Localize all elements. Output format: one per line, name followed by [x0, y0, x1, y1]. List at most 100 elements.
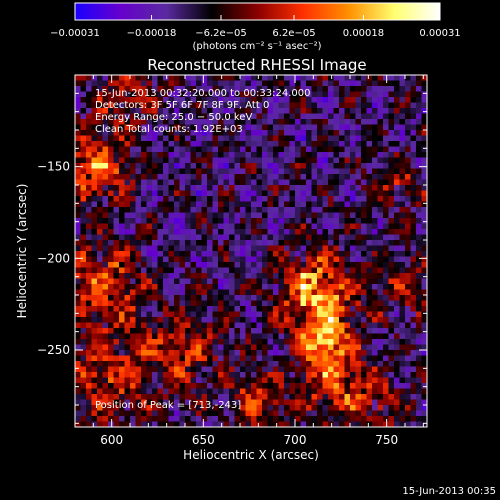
heatmap-cell	[295, 240, 301, 246]
heatmap-cell	[179, 86, 186, 92]
heatmap-cell	[190, 273, 197, 279]
heatmap-cell	[410, 196, 417, 202]
heatmap-cell	[256, 278, 263, 285]
heatmap-cell	[383, 372, 389, 378]
heatmap-cell	[388, 185, 395, 191]
heatmap-cell	[168, 102, 175, 109]
heatmap-cell	[168, 289, 175, 296]
heatmap-cell	[366, 124, 373, 131]
heatmap-cell	[278, 135, 285, 142]
heatmap-cell	[86, 108, 92, 114]
heatmap-cell	[119, 212, 125, 219]
heatmap-cell	[399, 284, 406, 290]
heatmap-cell	[163, 267, 169, 274]
heatmap-cell	[388, 322, 395, 329]
heatmap-cell	[394, 388, 400, 395]
heatmap-cell	[394, 174, 400, 180]
heatmap-cell	[229, 366, 235, 373]
heatmap-cell	[278, 317, 285, 323]
heatmap-cell	[410, 174, 417, 180]
heatmap-cell	[317, 190, 323, 197]
heatmap-cell	[135, 190, 142, 197]
heatmap-cell	[135, 157, 142, 164]
heatmap-cell	[388, 157, 395, 164]
heatmap-cell	[157, 355, 164, 362]
heatmap-cell	[124, 146, 131, 153]
heatmap-cell	[185, 317, 191, 323]
heatmap-cell	[267, 152, 274, 158]
heatmap-cell	[212, 141, 219, 147]
heatmap-cell	[306, 410, 312, 417]
heatmap-cell	[405, 75, 411, 81]
heatmap-cell	[295, 179, 301, 186]
heatmap-cell	[168, 86, 175, 92]
heatmap-cell	[405, 322, 411, 329]
heatmap-cell	[190, 306, 197, 312]
heatmap-cell	[91, 174, 98, 180]
heatmap-cell	[157, 218, 164, 224]
heatmap-cell	[388, 113, 395, 120]
heatmap-cell	[289, 190, 296, 197]
heatmap-cell	[350, 97, 356, 103]
heatmap-cell	[80, 289, 87, 296]
heatmap-cell	[416, 174, 422, 180]
heatmap-cell	[267, 289, 274, 296]
heatmap-cell	[262, 218, 268, 224]
heatmap-cell	[163, 223, 169, 230]
heatmap-cell	[141, 201, 147, 208]
heatmap-cell	[295, 322, 301, 329]
heatmap-cell	[383, 394, 389, 400]
heatmap-cell	[256, 284, 263, 290]
heatmap-cell	[410, 207, 417, 213]
heatmap-cell	[234, 328, 241, 334]
heatmap-cell	[251, 355, 257, 362]
heatmap-cell	[91, 218, 98, 224]
heatmap-cell	[108, 284, 114, 290]
heatmap-cell	[328, 245, 334, 252]
heatmap-cell	[190, 322, 197, 329]
heatmap-cell	[234, 273, 241, 279]
heatmap-cell	[108, 278, 114, 285]
heatmap-cell	[344, 124, 351, 131]
heatmap-cell	[350, 350, 356, 356]
heatmap-cell	[240, 355, 246, 362]
heatmap-cell	[91, 366, 98, 373]
heatmap-cell	[388, 328, 395, 334]
heatmap-cell	[141, 113, 147, 120]
heatmap-cell	[97, 394, 103, 400]
heatmap-cell	[146, 212, 153, 219]
plot-frame	[74, 74, 428, 428]
heatmap-cell	[212, 377, 219, 384]
heatmap-cell	[333, 361, 340, 367]
heatmap-cell	[124, 366, 131, 373]
heatmap-cell	[295, 152, 301, 158]
heatmap-cell	[108, 383, 114, 389]
heatmap-cell	[262, 163, 268, 169]
heatmap-cell	[366, 350, 373, 356]
heatmap-cell	[80, 295, 87, 301]
heatmap-cell	[113, 306, 120, 312]
heatmap-cell	[383, 377, 389, 384]
heatmap-cell	[421, 388, 428, 395]
heatmap-cell	[207, 300, 213, 307]
heatmap-cell	[86, 218, 92, 224]
heatmap-cell	[372, 75, 378, 81]
heatmap-cell	[168, 113, 175, 120]
heatmap-cell	[163, 333, 169, 340]
heatmap-cell	[86, 130, 92, 136]
heatmap-cell	[278, 361, 285, 367]
heatmap-cell	[80, 410, 87, 417]
heatmap-cell	[168, 80, 175, 87]
heatmap-cell	[229, 108, 235, 114]
heatmap-cell	[377, 218, 384, 224]
heatmap-cell	[75, 366, 81, 373]
heatmap-cell	[284, 163, 290, 169]
heatmap-cell	[377, 267, 384, 274]
heatmap-cell	[86, 289, 92, 296]
heatmap-cell	[350, 355, 356, 362]
heatmap-cell	[372, 113, 378, 120]
heatmap-cell	[113, 223, 120, 230]
heatmap-cell	[168, 218, 175, 224]
heatmap-cell	[355, 262, 362, 268]
heatmap-cell	[311, 410, 318, 417]
